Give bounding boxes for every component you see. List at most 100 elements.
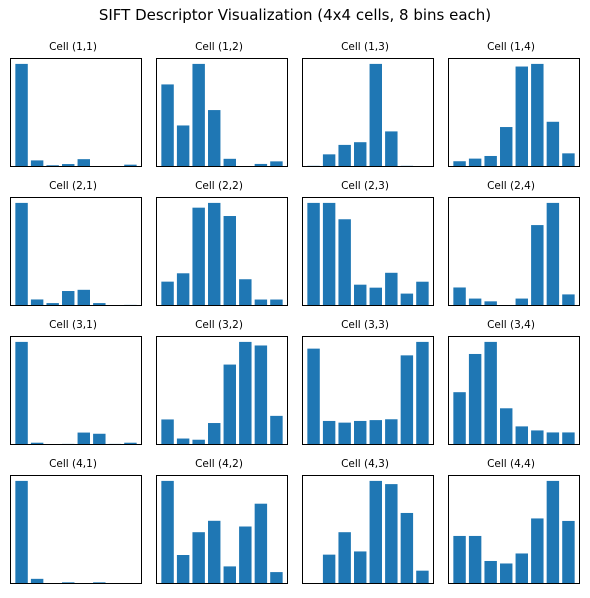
histogram-bar — [416, 570, 429, 584]
histogram-bar — [62, 582, 75, 584]
histogram-bar — [515, 66, 528, 167]
subplot-axes — [302, 197, 434, 306]
histogram-bar — [338, 532, 351, 584]
subplot-title: Cell (2,1) — [49, 180, 97, 192]
axes-frame — [302, 58, 434, 167]
histogram-bar — [562, 520, 575, 584]
histogram-bar — [369, 287, 382, 306]
histogram-bar — [46, 303, 59, 306]
subplot-cell: Cell (1,4) — [438, 41, 584, 181]
subplot-axes — [10, 336, 142, 445]
histogram-bar — [531, 225, 544, 306]
histogram-bar — [254, 345, 268, 445]
subplot-title: Cell (1,4) — [487, 41, 535, 53]
subplot-cell: Cell (3,1) — [0, 319, 146, 459]
histogram-bar — [161, 84, 174, 167]
subplot-title: Cell (2,2) — [195, 180, 243, 192]
histogram-bar — [500, 127, 513, 167]
histogram-bar — [223, 158, 236, 167]
histogram-bar — [322, 202, 336, 306]
subplot-axes — [448, 475, 580, 584]
histogram-bar — [208, 520, 221, 584]
histogram-bar — [62, 291, 75, 306]
histogram-bar — [93, 303, 106, 306]
histogram-bar — [77, 289, 90, 306]
histogram-bar — [468, 353, 482, 445]
subplot-axes — [156, 197, 288, 306]
histogram-bar — [468, 298, 482, 306]
histogram-bar — [30, 578, 44, 584]
histogram-bar — [515, 426, 528, 445]
histogram-bar — [338, 219, 351, 306]
histogram-bar — [62, 164, 75, 167]
subplot-cell: Cell (3,3) — [292, 319, 438, 459]
histogram-bar — [15, 63, 28, 167]
histogram-bar — [484, 155, 497, 167]
histogram-bar — [270, 572, 283, 584]
subplot-cell: Cell (3,2) — [146, 319, 292, 459]
axes-frame — [302, 336, 434, 445]
figure-title: SIFT Descriptor Visualization (4x4 cells… — [98, 6, 492, 24]
subplot-title: Cell (3,3) — [341, 319, 389, 331]
histogram-bar — [531, 430, 544, 445]
histogram-bar — [15, 341, 28, 445]
histogram-bar — [124, 442, 137, 445]
histogram-bar — [453, 287, 466, 306]
histogram-bar — [546, 480, 560, 584]
histogram-bar — [369, 420, 382, 445]
histogram-bar — [307, 348, 320, 445]
histogram-bar — [500, 408, 513, 445]
histogram-bar — [400, 355, 414, 445]
axes-frame — [448, 336, 580, 445]
histogram-bar — [385, 272, 398, 306]
histogram-bar — [124, 164, 137, 167]
histogram-bar — [270, 299, 283, 306]
histogram-bar — [546, 432, 560, 445]
histogram-bar — [453, 161, 466, 167]
histogram-bar — [15, 480, 28, 584]
subplot-cell: Cell (1,2) — [146, 41, 292, 181]
histogram-bar — [468, 158, 482, 167]
subplot-title: Cell (1,1) — [49, 41, 97, 53]
subplot-cell: Cell (1,1) — [0, 41, 146, 181]
histogram-bar — [254, 163, 268, 167]
axes-frame — [448, 197, 580, 306]
axes-frame — [302, 197, 434, 306]
histogram-bar — [93, 433, 106, 445]
histogram-bar — [223, 364, 236, 445]
subplot-title: Cell (1,2) — [195, 41, 243, 53]
subplot-cell: Cell (2,1) — [0, 180, 146, 320]
axes-frame — [156, 58, 288, 167]
subplot-axes — [302, 58, 434, 167]
histogram-bar — [192, 63, 205, 167]
subplot-title: Cell (4,1) — [49, 458, 97, 470]
subplot-cell: Cell (3,4) — [438, 319, 584, 459]
histogram-bar — [30, 160, 44, 167]
histogram-bar — [208, 110, 221, 167]
histogram-bar — [515, 553, 528, 584]
subplot-title: Cell (3,2) — [195, 319, 243, 331]
histogram-bar — [400, 293, 414, 306]
histogram-bar — [46, 165, 59, 167]
histogram-bar — [531, 63, 544, 167]
histogram-bar — [307, 202, 320, 306]
histogram-bar — [322, 420, 336, 445]
histogram-bar — [515, 298, 528, 306]
axes-frame — [10, 336, 142, 445]
histogram-bar — [546, 202, 560, 306]
histogram-bar — [15, 202, 28, 306]
subplot-axes — [10, 475, 142, 584]
histogram-bar — [484, 301, 497, 306]
subplot-axes — [156, 336, 288, 445]
histogram-bar — [223, 566, 236, 584]
histogram-bar — [192, 532, 205, 584]
histogram-bar — [500, 563, 513, 584]
histogram-bar — [484, 560, 497, 584]
histogram-bar — [77, 159, 90, 167]
histogram-bar — [176, 125, 190, 167]
subplot-axes — [10, 58, 142, 167]
histogram-bar — [239, 341, 252, 445]
subplot-cell: Cell (4,1) — [0, 458, 146, 598]
axes-frame — [156, 336, 288, 445]
